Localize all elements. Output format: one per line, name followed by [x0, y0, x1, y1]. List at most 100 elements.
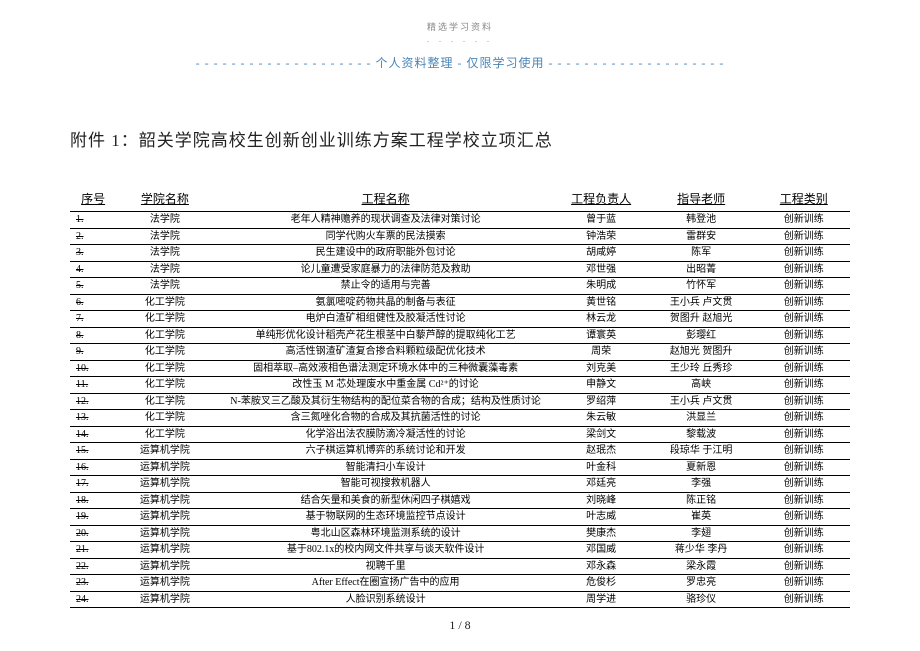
table-cell: 运算机学院	[116, 591, 214, 608]
col-type: 工程类别	[758, 186, 850, 212]
table-cell: 创新训练	[758, 261, 850, 278]
table-row: 3.法学院民生建设中的政府职能外包讨论胡咸婷陈军创新训练	[70, 245, 850, 262]
table-row: 21.运算机学院基于802.1x的校内网文件共享与谈天软件设计邓国威蒋少华 李丹…	[70, 542, 850, 559]
table-cell: 视聘千里	[214, 558, 558, 575]
table-cell: 创新训练	[758, 410, 850, 427]
table-cell: 改性玉 M 芯处理废水中重金属 Cd²⁺的讨论	[214, 377, 558, 394]
table-row: 15.运算机学院六子棋运算机博弈的系统讨论和开发赵珉杰段琼华 于江明创新训练	[70, 443, 850, 460]
table-cell: 化工学院	[116, 294, 214, 311]
table-cell: 化工学院	[116, 327, 214, 344]
table-row: 6.化工学院氨氯嘧啶药物共晶的制备与表征黄世铭王小兵 卢文贯创新训练	[70, 294, 850, 311]
table-cell: 17.	[70, 476, 116, 493]
page-number: 1 / 8	[0, 618, 920, 633]
table-cell: 创新训练	[758, 212, 850, 229]
table-cell: 老年人精神赡养的现状调查及法律对策讨论	[214, 212, 558, 229]
table-row: 8.化工学院单纯形优化设计稻壳产花生根茎中白藜芦醇的提取纯化工艺谭寰英彭璎红创新…	[70, 327, 850, 344]
table-cell: 创新训练	[758, 591, 850, 608]
table-row: 23.运算机学院After Effect在圈宣扬广告中的应用危俊杉罗忠亮创新训练	[70, 575, 850, 592]
table-cell: 韩登池	[645, 212, 758, 229]
table-row: 12.化工学院N-苯胺叉三乙酸及其衍生物结构的配位菜合物的合成；结构及性质讨论罗…	[70, 393, 850, 410]
table-cell: 基于物联网的生态环境监控节点设计	[214, 509, 558, 526]
table-cell: 邓国威	[557, 542, 644, 559]
table-cell: 10.	[70, 360, 116, 377]
table-cell: 粤北山区森林环境监测系统的设计	[214, 525, 558, 542]
table-cell: 高活性钢渣矿渣复合掺合料颗粒级配优化技术	[214, 344, 558, 361]
table-cell: 黎载波	[645, 426, 758, 443]
top-label: 精选学习资料	[70, 20, 850, 33]
table-cell: 申静文	[557, 377, 644, 394]
table-cell: 创新训练	[758, 509, 850, 526]
table-cell: 叶志威	[557, 509, 644, 526]
table-cell: 电炉白渣矿相组健性及胶凝活性讨论	[214, 311, 558, 328]
table-cell: 创新训练	[758, 327, 850, 344]
projects-table: 序号 学院名称 工程名称 工程负责人 指导老师 工程类别 1.法学院老年人精神赡…	[70, 186, 850, 608]
table-cell: 结合矢量和美食的新型休闲四子棋嬉戏	[214, 492, 558, 509]
table-cell: 王少玲 丘秀珍	[645, 360, 758, 377]
table-cell: 邓世强	[557, 261, 644, 278]
table-cell: 法学院	[116, 228, 214, 245]
table-cell: 蒋少华 李丹	[645, 542, 758, 559]
table-cell: 基于802.1x的校内网文件共享与谈天软件设计	[214, 542, 558, 559]
table-cell: 5.	[70, 278, 116, 295]
table-cell: 高峡	[645, 377, 758, 394]
table-cell: N-苯胺叉三乙酸及其衍生物结构的配位菜合物的合成；结构及性质讨论	[214, 393, 558, 410]
table-cell: 创新训练	[758, 377, 850, 394]
table-row: 1.法学院老年人精神赡养的现状调查及法律对策讨论曾于蓝韩登池创新训练	[70, 212, 850, 229]
top-dots: . . . . . .	[70, 35, 850, 44]
table-row: 4.法学院论儿童遭受家庭暴力的法律防范及救助邓世强出昭菁创新训练	[70, 261, 850, 278]
col-project: 工程名称	[214, 186, 558, 212]
table-cell: 创新训练	[758, 525, 850, 542]
table-cell: 氨氯嘧啶药物共晶的制备与表征	[214, 294, 558, 311]
table-cell: 22.	[70, 558, 116, 575]
table-cell: 15.	[70, 443, 116, 460]
table-cell: 化工学院	[116, 426, 214, 443]
table-cell: 智能清扫小车设计	[214, 459, 558, 476]
page-title: 附件 1：韶关学院高校生创新创业训练方案工程学校立项汇总	[70, 126, 850, 151]
table-cell: 1.	[70, 212, 116, 229]
table-cell: 创新训练	[758, 311, 850, 328]
table-cell: 创新训练	[758, 393, 850, 410]
col-leader: 工程负责人	[557, 186, 644, 212]
table-row: 5.法学院禁止令的适用与完善朱明成竹怀军创新训练	[70, 278, 850, 295]
table-cell: 3.	[70, 245, 116, 262]
table-cell: 运算机学院	[116, 476, 214, 493]
table-cell: 陈军	[645, 245, 758, 262]
table-cell: 法学院	[116, 278, 214, 295]
table-cell: 胡咸婷	[557, 245, 644, 262]
table-cell: 化工学院	[116, 410, 214, 427]
table-cell: 法学院	[116, 212, 214, 229]
table-cell: 邓廷亮	[557, 476, 644, 493]
table-cell: 罗忠亮	[645, 575, 758, 592]
table-cell: 12.	[70, 393, 116, 410]
table-cell: 贺图升 赵旭光	[645, 311, 758, 328]
table-cell: 梁剑文	[557, 426, 644, 443]
table-cell: 创新训练	[758, 228, 850, 245]
table-row: 20.运算机学院粤北山区森林环境监测系统的设计樊康杰李翅创新训练	[70, 525, 850, 542]
table-row: 7.化工学院电炉白渣矿相组健性及胶凝活性讨论林云龙贺图升 赵旭光创新训练	[70, 311, 850, 328]
table-cell: 创新训练	[758, 558, 850, 575]
table-cell: 21.	[70, 542, 116, 559]
table-cell: 7.	[70, 311, 116, 328]
table-cell: 黄世铭	[557, 294, 644, 311]
table-header-row: 序号 学院名称 工程名称 工程负责人 指导老师 工程类别	[70, 186, 850, 212]
table-cell: 化工学院	[116, 344, 214, 361]
table-cell: 运算机学院	[116, 558, 214, 575]
table-cell: 周荣	[557, 344, 644, 361]
table-cell: 六子棋运算机博弈的系统讨论和开发	[214, 443, 558, 460]
table-cell: 9.	[70, 344, 116, 361]
table-cell: 运算机学院	[116, 509, 214, 526]
table-cell: 罗绍萍	[557, 393, 644, 410]
table-cell: 创新训练	[758, 344, 850, 361]
table-cell: 创新训练	[758, 426, 850, 443]
table-cell: 运算机学院	[116, 575, 214, 592]
table-cell: 出昭菁	[645, 261, 758, 278]
table-cell: 王小兵 卢文贯	[645, 393, 758, 410]
table-cell: 赵珉杰	[557, 443, 644, 460]
table-cell: 创新训练	[758, 476, 850, 493]
table-cell: 崔英	[645, 509, 758, 526]
table-cell: 梁永霞	[645, 558, 758, 575]
table-cell: 禁止令的适用与完善	[214, 278, 558, 295]
table-cell: 朱明成	[557, 278, 644, 295]
table-cell: 单纯形优化设计稻壳产花生根茎中白藜芦醇的提取纯化工艺	[214, 327, 558, 344]
table-cell: 固相萃取–高效液相色谱法测定环境水体中的三种微囊藻毒素	[214, 360, 558, 377]
